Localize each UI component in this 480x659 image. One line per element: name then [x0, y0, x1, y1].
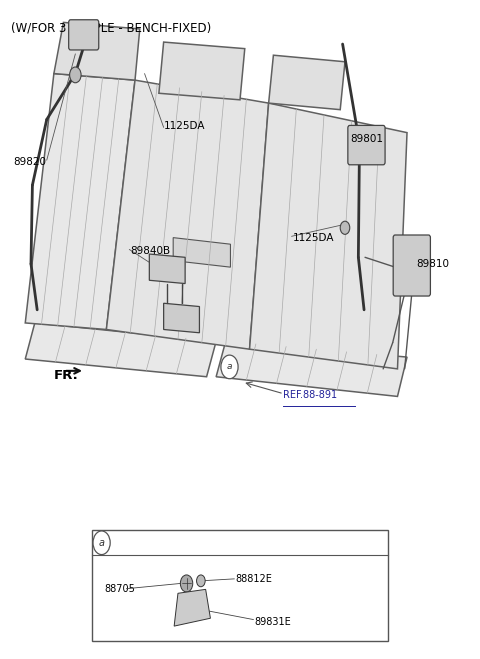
Text: 88812E: 88812E	[235, 574, 272, 584]
Text: 89820: 89820	[14, 157, 47, 167]
Polygon shape	[25, 323, 216, 377]
Circle shape	[180, 575, 193, 592]
Circle shape	[221, 355, 238, 379]
Polygon shape	[269, 55, 345, 109]
Text: 88705: 88705	[104, 584, 135, 594]
Polygon shape	[25, 74, 135, 330]
Polygon shape	[54, 22, 140, 80]
Text: a: a	[227, 362, 232, 372]
Circle shape	[340, 221, 350, 235]
Text: 1125DA: 1125DA	[292, 233, 334, 243]
FancyBboxPatch shape	[69, 20, 99, 50]
Text: 1125DA: 1125DA	[164, 121, 205, 131]
FancyBboxPatch shape	[92, 530, 388, 641]
Polygon shape	[159, 42, 245, 100]
Text: 89840B: 89840B	[130, 246, 170, 256]
Circle shape	[70, 67, 81, 83]
Polygon shape	[174, 589, 210, 626]
FancyBboxPatch shape	[393, 235, 431, 296]
Polygon shape	[164, 303, 199, 333]
Polygon shape	[173, 238, 230, 267]
Text: 89810: 89810	[417, 259, 450, 269]
Text: FR.: FR.	[54, 369, 79, 382]
Text: 89831E: 89831E	[254, 617, 291, 627]
Circle shape	[93, 531, 110, 555]
Text: REF.88-891: REF.88-891	[283, 390, 337, 400]
Polygon shape	[216, 341, 407, 397]
Polygon shape	[107, 80, 269, 349]
Text: 89801: 89801	[350, 134, 383, 144]
FancyBboxPatch shape	[348, 125, 385, 165]
Polygon shape	[250, 103, 407, 369]
Text: (W/FOR 3 PEOPLE - BENCH-FIXED): (W/FOR 3 PEOPLE - BENCH-FIXED)	[11, 21, 211, 34]
Polygon shape	[149, 254, 185, 283]
Text: a: a	[98, 538, 105, 548]
Circle shape	[197, 575, 205, 587]
